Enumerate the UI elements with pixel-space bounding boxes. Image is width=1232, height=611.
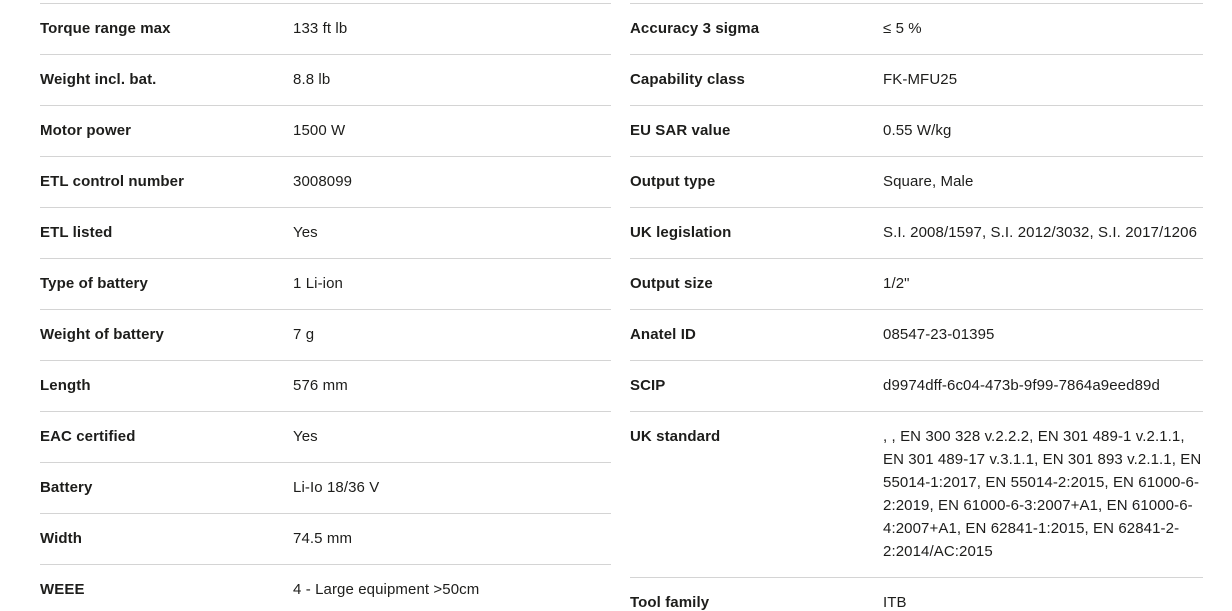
spec-row: ETL control number 3008099 <box>40 156 611 207</box>
spec-value: 1500 W <box>293 122 346 139</box>
spec-column-right: Accuracy 3 sigma ≤ 5 % Capability class … <box>630 3 1203 611</box>
spec-label: Output size <box>630 275 713 292</box>
spec-value: 7 g <box>293 326 315 343</box>
spec-row: Tool family ITB <box>630 577 1203 611</box>
spec-row: Torque range max 133 ft lb <box>40 3 611 54</box>
spec-value: ITB <box>883 594 907 611</box>
spec-row: Battery Li-Io 18/36 V <box>40 462 611 513</box>
spec-label: ETL listed <box>40 224 113 241</box>
spec-label: SCIP <box>630 377 666 394</box>
spec-label: Weight of battery <box>40 326 164 343</box>
spec-value: 576 mm <box>293 377 348 394</box>
spec-label: EAC certified <box>40 428 136 445</box>
spec-row: Motor power 1500 W <box>40 105 611 156</box>
spec-value: 74.5 mm <box>293 530 353 547</box>
spec-label: Motor power <box>40 122 132 139</box>
spec-label: Output type <box>630 173 716 190</box>
spec-label: Type of battery <box>40 275 148 292</box>
spec-row: Output size 1/2" <box>630 258 1203 309</box>
spec-value: 0.55 W/kg <box>883 122 952 139</box>
spec-row: Weight of battery 7 g <box>40 309 611 360</box>
spec-row: Weight incl. bat. 8.8 lb <box>40 54 611 105</box>
spec-row: EAC certified Yes <box>40 411 611 462</box>
spec-value: Square, Male <box>883 173 974 190</box>
spec-row: Capability class FK-MFU25 <box>630 54 1203 105</box>
spec-value: Li-Io 18/36 V <box>293 479 380 496</box>
spec-label: EU SAR value <box>630 122 731 139</box>
spec-value: 1 Li-ion <box>293 275 343 292</box>
spec-label: Capability class <box>630 71 745 88</box>
spec-label: Anatel ID <box>630 326 696 343</box>
spec-value: Yes <box>293 224 318 241</box>
spec-label: UK standard <box>630 428 721 445</box>
spec-label: UK legislation <box>630 224 732 241</box>
spec-row: Length 576 mm <box>40 360 611 411</box>
spec-row: WEEE 4 - Large equipment >50cm <box>40 564 611 611</box>
spec-label: Weight incl. bat. <box>40 71 157 88</box>
spec-value: , , EN 300 328 v.2.2.2, EN 301 489-1 v.2… <box>883 428 1202 560</box>
spec-row: ETL listed Yes <box>40 207 611 258</box>
spec-value: FK-MFU25 <box>883 71 958 88</box>
spec-value: 3008099 <box>293 173 353 190</box>
spec-label: Tool family <box>630 594 710 611</box>
spec-row: Width 74.5 mm <box>40 513 611 564</box>
spec-value: 133 ft lb <box>293 20 348 37</box>
spec-label: Battery <box>40 479 93 496</box>
spec-label: Length <box>40 377 91 394</box>
spec-label: Accuracy 3 sigma <box>630 20 760 37</box>
spec-value: 8.8 lb <box>293 71 331 88</box>
spec-row: Anatel ID 08547-23-01395 <box>630 309 1203 360</box>
spec-row: EU SAR value 0.55 W/kg <box>630 105 1203 156</box>
spec-label: WEEE <box>40 581 85 598</box>
spec-value: d9974dff-6c04-473b-9f99-7864a9eed89d <box>883 377 1160 394</box>
spec-row: Output type Square, Male <box>630 156 1203 207</box>
spec-value: 08547-23-01395 <box>883 326 995 343</box>
spec-label: ETL control number <box>40 173 185 190</box>
spec-value: 1/2" <box>883 275 910 292</box>
spec-value: S.I. 2008/1597, S.I. 2012/3032, S.I. 201… <box>883 224 1198 241</box>
spec-value: ≤ 5 % <box>883 20 922 37</box>
spec-value: Yes <box>293 428 318 445</box>
spec-column-left: Torque range max 133 ft lb Weight incl. … <box>40 3 611 611</box>
spec-value: 4 - Large equipment >50cm <box>293 581 480 598</box>
spec-label: Width <box>40 530 83 547</box>
spec-row: SCIP d9974dff-6c04-473b-9f99-7864a9eed89… <box>630 360 1203 411</box>
spec-row: UK standard , , EN 300 328 v.2.2.2, EN 3… <box>630 411 1203 577</box>
spec-row: Type of battery 1 Li-ion <box>40 258 611 309</box>
spec-label: Torque range max <box>40 20 171 37</box>
spec-row: Accuracy 3 sigma ≤ 5 % <box>630 3 1203 54</box>
spec-row: UK legislation S.I. 2008/1597, S.I. 2012… <box>630 207 1203 258</box>
